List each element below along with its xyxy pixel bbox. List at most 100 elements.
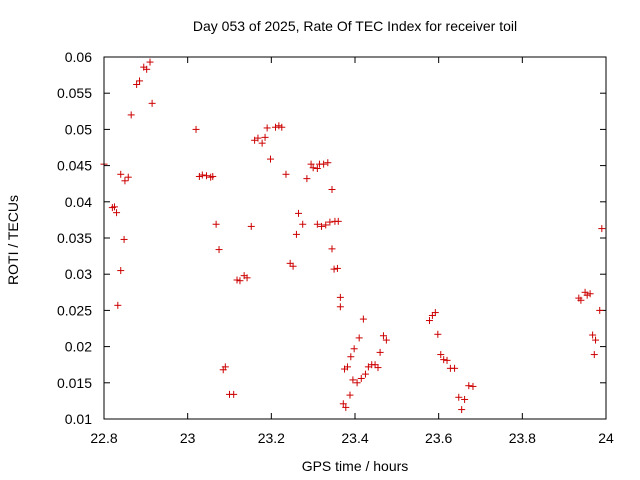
data-point: [124, 173, 132, 181]
x-tick-label: 23.6: [425, 430, 452, 446]
data-point: [299, 220, 307, 228]
data-point: [434, 330, 442, 338]
x-tick-label: 22.8: [90, 430, 117, 446]
data-point: [328, 185, 336, 193]
data-point: [146, 58, 154, 66]
data-point: [212, 220, 220, 228]
data-point: [148, 99, 156, 107]
data-point: [320, 160, 328, 168]
data-point: [455, 393, 463, 401]
data-point: [117, 170, 125, 178]
data-point: [221, 363, 229, 371]
data-point: [353, 379, 361, 387]
data-point: [336, 303, 344, 311]
x-tick-label: 23.4: [341, 430, 368, 446]
data-point: [431, 309, 439, 317]
y-tick-label: 0.05: [65, 121, 92, 137]
y-tick-label: 0.03: [65, 266, 92, 282]
data-point: [272, 123, 280, 131]
data-point: [292, 230, 300, 238]
x-tick-label: 23.2: [258, 430, 285, 446]
data-point: [586, 290, 594, 298]
data-point: [263, 124, 271, 132]
data-point: [328, 245, 336, 253]
data-point: [346, 391, 354, 399]
data-point: [336, 293, 344, 301]
data-point: [233, 276, 241, 284]
y-tick-label: 0.04: [65, 194, 92, 210]
chart-title: Day 053 of 2025, Rate Of TEC Index for r…: [193, 18, 517, 34]
y-tick-label: 0.025: [57, 302, 92, 318]
data-point: [330, 265, 338, 273]
data-point: [110, 203, 118, 211]
y-axis-label: ROTI / TECUs: [5, 195, 21, 285]
data-point: [121, 177, 129, 185]
data-point: [428, 311, 436, 319]
data-point: [371, 361, 379, 369]
data-point: [577, 296, 585, 304]
data-point: [313, 164, 321, 172]
data-point: [266, 155, 274, 163]
y-tick-label: 0.035: [57, 230, 92, 246]
data-point: [596, 306, 604, 314]
data-point: [261, 133, 269, 141]
data-point: [350, 345, 358, 353]
data-point: [278, 123, 286, 131]
data-point: [133, 81, 141, 89]
data-point: [136, 77, 144, 85]
data-point: [258, 139, 266, 147]
data-point: [143, 65, 151, 73]
data-point: [289, 262, 297, 270]
data-point: [469, 382, 477, 390]
data-point: [339, 400, 347, 408]
data-point: [590, 351, 598, 359]
data-point: [326, 218, 334, 226]
y-tick-label: 0.01: [65, 411, 92, 427]
data-point: [113, 209, 121, 217]
data-point: [437, 351, 445, 359]
data-point: [247, 222, 255, 230]
data-point: [382, 336, 390, 344]
data-point: [343, 363, 351, 371]
data-point: [215, 246, 223, 254]
data-point: [198, 171, 206, 179]
data-point: [440, 356, 448, 364]
data-point: [349, 376, 357, 384]
x-axis-label: GPS time / hours: [302, 458, 409, 474]
data-point: [443, 356, 451, 364]
data-point: [357, 374, 365, 382]
data-points: [100, 58, 606, 414]
data-point: [324, 159, 332, 167]
data-point: [195, 172, 203, 180]
data-point: [313, 220, 321, 228]
data-point: [465, 382, 473, 390]
x-tick-label: 23.8: [509, 430, 536, 446]
y-tick-label: 0.02: [65, 339, 92, 355]
data-point: [451, 364, 459, 372]
x-tick-label: 23: [180, 430, 196, 446]
data-point: [127, 111, 135, 119]
data-point: [117, 267, 125, 275]
data-point: [192, 125, 200, 133]
data-point: [230, 390, 238, 398]
data-point: [114, 301, 122, 309]
y-tick-label: 0.015: [57, 375, 92, 391]
data-point: [322, 221, 330, 229]
data-point: [295, 209, 303, 217]
data-point: [458, 406, 466, 414]
data-point: [309, 164, 317, 172]
data-point: [598, 225, 606, 233]
data-point: [583, 291, 591, 299]
data-point: [275, 122, 283, 130]
data-point: [202, 172, 210, 180]
data-point: [379, 332, 387, 340]
data-point: [282, 170, 290, 178]
data-point: [209, 172, 217, 180]
data-point: [333, 264, 341, 272]
y-tick-label: 0.06: [65, 49, 92, 65]
data-point: [425, 317, 433, 325]
data-point: [318, 222, 326, 230]
y-tick-label: 0.045: [57, 158, 92, 174]
